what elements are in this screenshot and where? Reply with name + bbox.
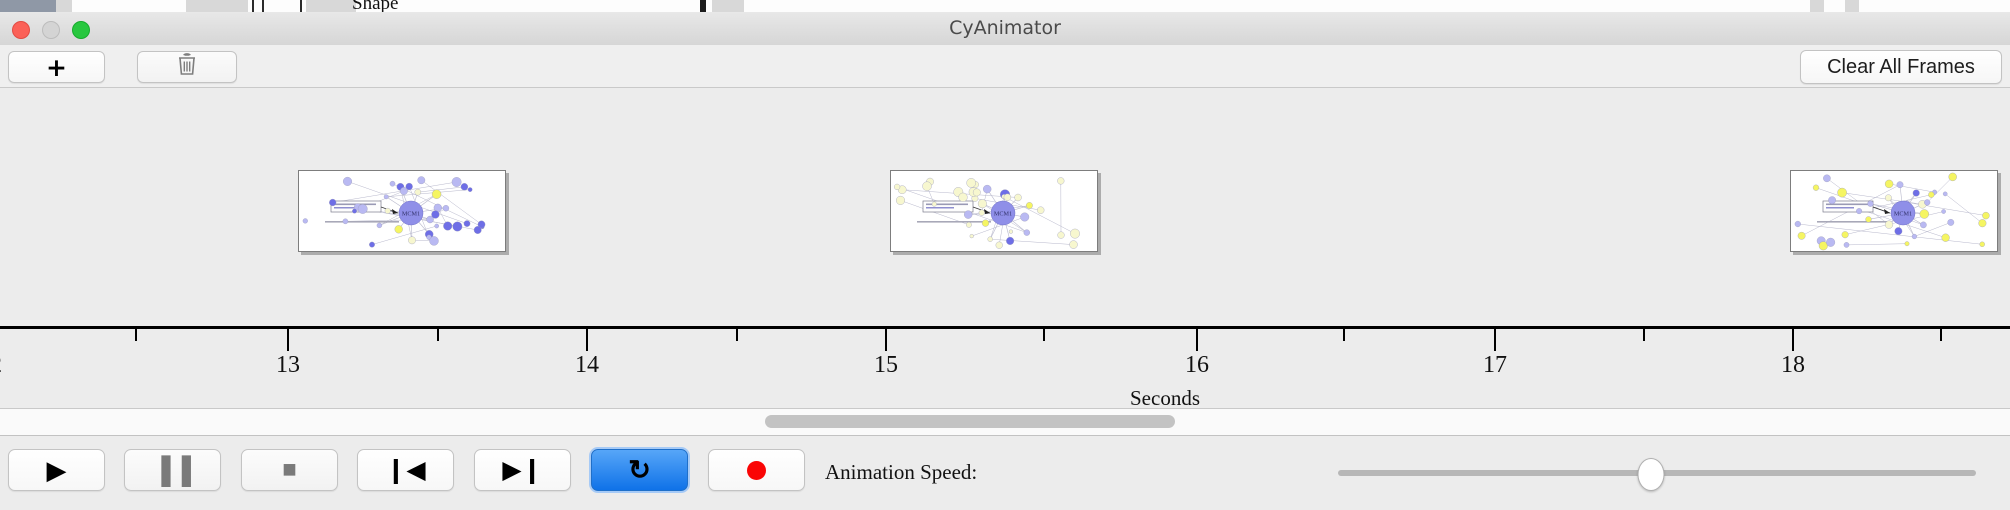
ruler-tick-label: 14: [575, 352, 599, 378]
add-frame-button[interactable]: +: [8, 51, 105, 83]
timeline-frame[interactable]: MCM1: [298, 170, 506, 252]
ruler-tick-minor: [1643, 329, 1645, 341]
stop-button[interactable]: ■: [241, 449, 338, 491]
ruler-tick-major: [1494, 329, 1496, 351]
pause-button[interactable]: ▐▐: [124, 449, 221, 491]
ruler-tick-major: [1196, 329, 1198, 351]
horizontal-scrollbar[interactable]: [0, 409, 2010, 436]
loop-button[interactable]: ↻: [591, 449, 688, 491]
ruler-tick-minor: [437, 329, 439, 341]
slider-thumb[interactable]: [1637, 458, 1665, 491]
timeline-track[interactable]: MCM1 MCM1 MCM1 12 13 14 15 16 17 18 Seconds: [0, 88, 2010, 409]
loop-icon: ↻: [628, 454, 651, 485]
stop-icon: ■: [282, 456, 297, 483]
playback-control-bar: ▶ ▐▐ ■ ❙◀ ▶❙ ↻ Animation Speed:: [0, 436, 2010, 510]
ruler-tick-minor: [1940, 329, 1942, 341]
ruler-tick-major: [885, 329, 887, 351]
previous-frame-button[interactable]: ❙◀: [357, 449, 454, 491]
title-bar: CyAnimator: [0, 12, 2010, 46]
timeline-frame[interactable]: MCM1: [890, 170, 1098, 252]
svg-text:MCM1: MCM1: [402, 211, 420, 218]
skip-previous-icon: ❙◀: [385, 455, 426, 484]
ruler-tick-label: 15: [874, 352, 898, 378]
ruler-tick-minor: [736, 329, 738, 341]
background-window-title: Shape: [352, 0, 399, 13]
frame-thumbnail: MCM1: [299, 171, 505, 251]
ruler-tick-minor: [1343, 329, 1345, 341]
close-button[interactable]: [12, 21, 30, 39]
clear-all-frames-label: Clear All Frames: [1827, 55, 1975, 78]
plus-icon: +: [46, 52, 67, 82]
ruler-tick-label: 18: [1781, 352, 1805, 378]
pause-icon: ▐▐: [152, 455, 193, 485]
scrollbar-thumb[interactable]: [765, 415, 1175, 428]
zoom-button[interactable]: [72, 21, 90, 39]
play-button[interactable]: ▶: [8, 449, 105, 491]
ruler-tick-major: [586, 329, 588, 351]
delete-frame-button[interactable]: [137, 51, 237, 83]
svg-text:MCM1: MCM1: [1894, 211, 1912, 218]
timeline-frame[interactable]: MCM1: [1790, 170, 1998, 252]
ruler-baseline: [0, 326, 2010, 329]
frame-thumbnail: MCM1: [891, 171, 1097, 251]
ruler-tick-minor: [135, 329, 137, 341]
record-icon: [747, 460, 766, 480]
ruler-tick-major: [1792, 329, 1794, 351]
ruler-tick-label: 17: [1483, 352, 1507, 378]
toolbar: + Clear All Frames: [0, 45, 2010, 88]
frame-thumbnail: MCM1: [1791, 171, 1997, 251]
axis-title: Seconds: [1130, 386, 1200, 409]
play-icon: ▶: [46, 455, 67, 485]
record-button[interactable]: [708, 449, 805, 491]
timeline-ruler: 12 13 14 15 16 17 18 Seconds: [0, 326, 2010, 408]
next-frame-button[interactable]: ▶❙: [474, 449, 571, 491]
ruler-tick-label: 16: [1185, 352, 1209, 378]
ruler-tick-minor: [1043, 329, 1045, 341]
skip-next-icon: ▶❙: [502, 455, 543, 484]
ruler-tick-label: 13: [276, 352, 300, 378]
animation-speed-label: Animation Speed:: [825, 460, 978, 484]
ruler-tick-label: 12: [0, 352, 2, 379]
trash-icon: [176, 52, 198, 82]
minimize-button[interactable]: [42, 21, 60, 39]
svg-text:MCM1: MCM1: [994, 211, 1012, 218]
clear-all-frames-button[interactable]: Clear All Frames: [1800, 50, 2002, 84]
ruler-tick-major: [287, 329, 289, 351]
window-title: CyAnimator: [949, 17, 1061, 39]
